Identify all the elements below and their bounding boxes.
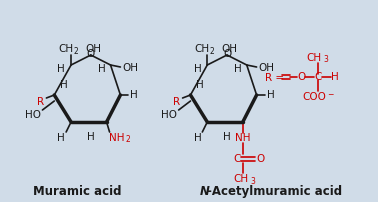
Text: CH: CH xyxy=(306,53,321,63)
Text: R: R xyxy=(37,97,44,107)
Text: Muramic acid: Muramic acid xyxy=(33,185,121,198)
Text: HO: HO xyxy=(25,110,40,120)
Text: H: H xyxy=(194,133,201,143)
Text: 2: 2 xyxy=(210,46,215,56)
Text: R =: R = xyxy=(265,73,284,83)
Text: H: H xyxy=(234,64,242,74)
Text: −: − xyxy=(327,90,334,100)
Text: -Acetylmuramic acid: -Acetylmuramic acid xyxy=(207,185,342,198)
Text: O: O xyxy=(87,49,95,59)
Text: H: H xyxy=(60,80,68,90)
Text: CH: CH xyxy=(233,174,248,184)
Text: R: R xyxy=(173,97,180,107)
Text: H: H xyxy=(331,72,338,82)
Text: OH: OH xyxy=(259,63,274,73)
Text: CH: CH xyxy=(194,44,209,54)
Text: 2: 2 xyxy=(126,136,131,144)
Text: H: H xyxy=(266,90,274,100)
Text: H: H xyxy=(57,133,65,143)
Text: OH: OH xyxy=(221,44,237,54)
Text: N: N xyxy=(199,185,209,198)
Text: HO: HO xyxy=(161,110,177,120)
Text: O: O xyxy=(256,154,265,164)
Text: 3: 3 xyxy=(323,56,328,64)
Text: H: H xyxy=(87,132,94,142)
Text: H: H xyxy=(197,80,204,90)
Text: 2: 2 xyxy=(74,46,78,56)
Text: 3: 3 xyxy=(250,177,255,185)
Text: H: H xyxy=(194,64,201,74)
Text: H: H xyxy=(223,132,231,142)
Text: OH: OH xyxy=(85,44,101,54)
Text: OH: OH xyxy=(122,63,138,73)
Text: C: C xyxy=(233,154,240,164)
Text: CH: CH xyxy=(58,44,73,54)
Text: H: H xyxy=(98,64,105,74)
Text: H: H xyxy=(57,64,65,74)
Text: NH: NH xyxy=(109,133,124,143)
Text: H: H xyxy=(130,90,138,100)
Text: C: C xyxy=(314,72,322,82)
Text: COO: COO xyxy=(302,92,326,102)
Text: NH: NH xyxy=(235,133,251,143)
Text: O: O xyxy=(223,49,231,59)
Text: O: O xyxy=(297,72,305,82)
